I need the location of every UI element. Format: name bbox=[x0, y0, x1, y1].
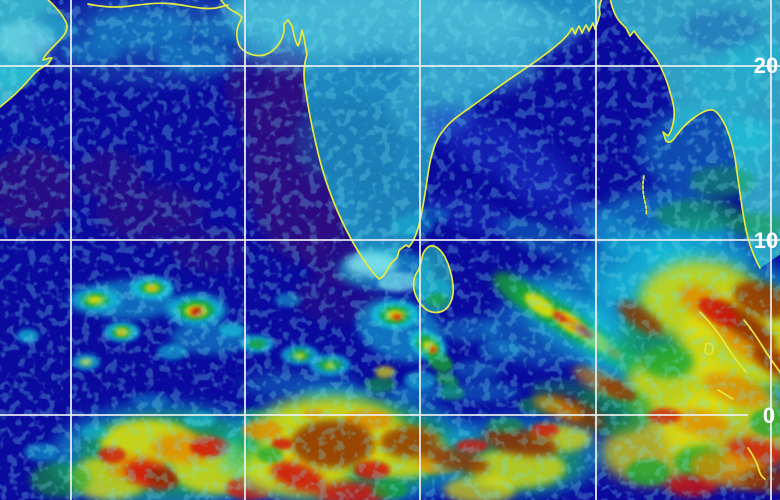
sumatra-coast-fragment-2 bbox=[743, 319, 780, 373]
coastline-overlay bbox=[0, 0, 780, 480]
sumatra-coast-fragment-4 bbox=[747, 447, 766, 480]
sumatra-coast-fragment-3 bbox=[717, 389, 734, 400]
latitude-labels: 20 10 0 bbox=[754, 53, 778, 428]
makran-coastline bbox=[87, 2, 229, 10]
andaman-islands-chain bbox=[642, 175, 648, 216]
india-coastline bbox=[220, 0, 603, 280]
latitude-label-0: 0 bbox=[763, 403, 775, 428]
latitude-label-20: 20 bbox=[754, 53, 778, 78]
sumatra-coast-fragment-1 bbox=[699, 311, 747, 373]
latitude-label-10: 10 bbox=[754, 228, 778, 253]
arabian-peninsula-coastline bbox=[0, 0, 68, 108]
bangladesh-myanmar-coastline bbox=[609, 0, 761, 269]
nicobar-islet-loop bbox=[704, 342, 714, 356]
